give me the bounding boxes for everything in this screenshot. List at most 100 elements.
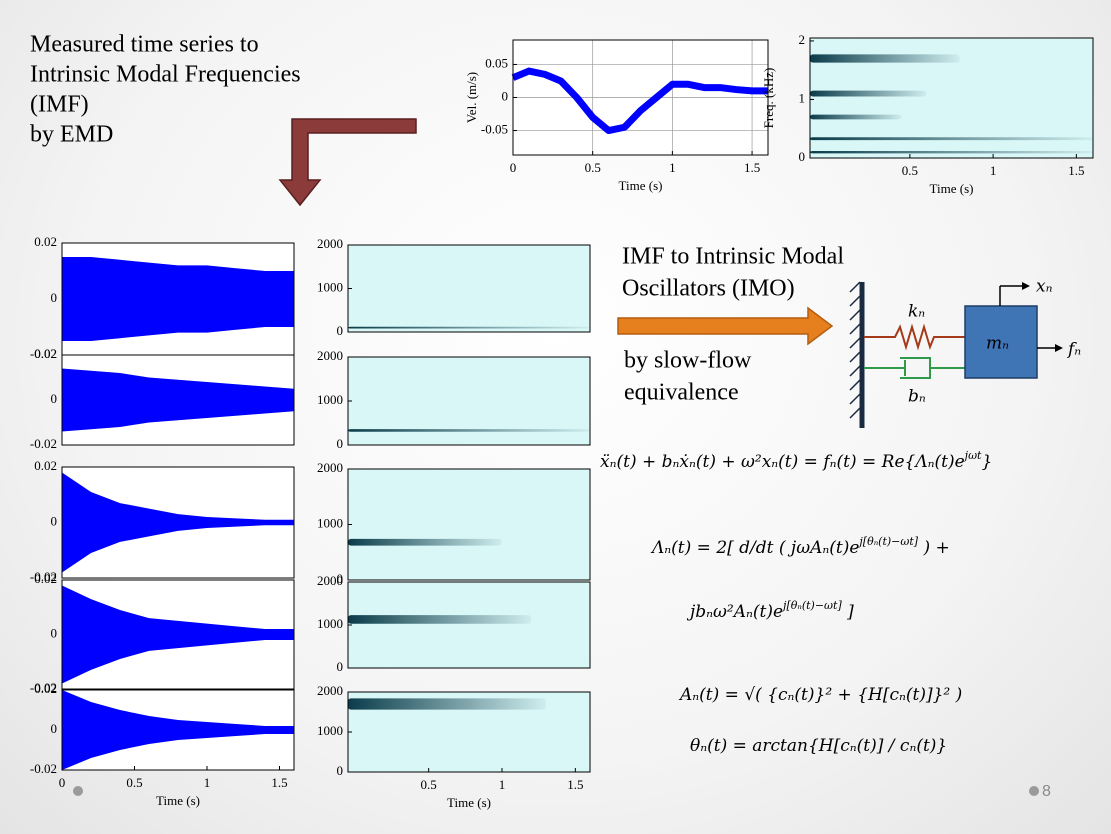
plot-frame xyxy=(61,579,295,690)
y-tick-label: -0.05 xyxy=(481,122,508,137)
signal-envelope xyxy=(62,472,294,573)
x-tick-label: 0.5 xyxy=(421,777,437,792)
plot-area xyxy=(348,469,590,580)
signal-envelope xyxy=(62,690,294,770)
arrow xyxy=(617,306,834,346)
damper-label: bₙ xyxy=(908,387,926,407)
plot-frame xyxy=(61,354,295,446)
y-tick-label: -0.02 xyxy=(30,436,57,451)
y-tick-label: 2 xyxy=(799,32,806,47)
x-tick-label: 1.5 xyxy=(271,775,287,790)
signal-envelope xyxy=(62,257,294,341)
x-tick-label: 1 xyxy=(669,160,676,175)
y-tick-label: 2000 xyxy=(317,348,343,363)
equation: ẍₙ(t) + bₙẋₙ(t) + ω²xₙ(t) = fₙ(t) = Re{Λ… xyxy=(600,449,992,472)
spring-label: kₙ xyxy=(908,302,925,322)
spectral-ridge xyxy=(810,90,927,97)
x-tick-label: 1.5 xyxy=(1068,163,1084,178)
y-tick-label: 0.02 xyxy=(34,346,57,361)
spectral-ridge xyxy=(348,538,502,546)
spectral-ridge xyxy=(348,698,546,710)
intro-line: by EMD xyxy=(30,122,113,148)
x-axis-label: Time (s) xyxy=(156,793,200,808)
x-tick-label: 1 xyxy=(204,775,211,790)
plot-frame xyxy=(347,468,591,581)
x-tick-label: 0.5 xyxy=(902,163,918,178)
y-tick-label: 0 xyxy=(337,323,344,338)
x-axis-label: Time (s) xyxy=(447,795,491,810)
equation-part: ] xyxy=(842,602,854,622)
equation: θₙ(t) = arctan{H[cₙ(t)] / cₙ(t)} xyxy=(690,736,947,756)
equation: Aₙ(t) = √( {cₙ(t)}² + {H[cₙ(t)]}² ) xyxy=(678,685,962,705)
y-tick-label: 0.02 xyxy=(34,458,57,473)
equation-part: jωt xyxy=(962,449,982,462)
equation-part: θₙ(t) = arctan{H[cₙ(t)] / cₙ(t)} xyxy=(690,736,947,756)
intro-line: Measured time series to xyxy=(30,32,259,58)
equation-part: j[θₙ(t)−ωt] xyxy=(780,599,842,612)
mass xyxy=(964,305,1038,379)
equation: Λₙ(t) = 2[ d/dt ( jωAₙ(t)ej[θₙ(t)−ωt] ) … xyxy=(650,535,950,558)
y-tick-label: 1000 xyxy=(317,515,343,530)
equation: jbₙω²Aₙ(t)ej[θₙ(t)−ωt] ] xyxy=(686,599,854,622)
displacement-label: xₙ xyxy=(1036,277,1053,297)
y-tick-label: 0 xyxy=(799,149,806,164)
y-tick-label: -0.02 xyxy=(30,569,57,584)
y-tick-label: 1 xyxy=(799,90,806,105)
mass-label: mₙ xyxy=(986,334,1009,354)
arrow-head xyxy=(1055,344,1063,352)
series-line xyxy=(511,67,768,135)
equation-part: } xyxy=(981,452,992,472)
x-tick-label: 0 xyxy=(510,160,517,175)
y-tick-label: 0 xyxy=(502,88,509,103)
spring xyxy=(864,323,965,351)
y-tick-label: 1000 xyxy=(317,616,343,631)
heading-line: Oscillators (IMO) xyxy=(622,276,795,302)
plot-frame xyxy=(347,356,591,446)
y-tick-label: -0.02 xyxy=(30,680,57,695)
y-tick-label: -0.02 xyxy=(30,346,57,361)
equation-part: ẍₙ(t) + bₙẋₙ(t) + ω²xₙ(t) = fₙ(t) = Re{Λ… xyxy=(600,452,965,472)
intro-line: Intrinsic Modal Frequencies xyxy=(30,62,301,88)
equation-part: Λₙ(t) = 2[ d/dt ( jωAₙ(t)e xyxy=(650,538,859,558)
spectral-ridge xyxy=(810,137,1093,141)
x-axis-label: Time (s) xyxy=(619,178,663,193)
y-tick-label: 1000 xyxy=(317,392,343,407)
signal-envelope xyxy=(62,585,294,684)
wall-hatch xyxy=(849,281,861,419)
x-tick-label: 0.5 xyxy=(585,160,601,175)
y-tick-label: 0.05 xyxy=(485,55,508,70)
equation-part: ) + xyxy=(918,538,950,558)
y-tick-label: 2000 xyxy=(317,460,343,475)
y-tick-label: 0.02 xyxy=(34,234,57,249)
y-tick-label: 0 xyxy=(51,391,58,406)
spectral-ridge xyxy=(810,54,960,63)
bullet-dot xyxy=(1029,786,1039,796)
equation-part: j[θₙ(t)−ωt] xyxy=(856,535,918,548)
plot-frame xyxy=(61,466,295,579)
x-tick-label: 0.5 xyxy=(126,775,142,790)
y-tick-label: 0 xyxy=(337,436,344,451)
plot-frame xyxy=(347,691,591,773)
y-tick-label: 0 xyxy=(337,659,344,674)
equation-part: Aₙ(t) = √( {cₙ(t)}² + {H[cₙ(t)]}² ) xyxy=(678,685,962,705)
x-tick-label: 1.5 xyxy=(567,777,583,792)
y-tick-label: 0 xyxy=(337,763,344,778)
plot-area xyxy=(348,245,590,332)
y-tick-label: 0.02 xyxy=(34,571,57,586)
signal-envelope xyxy=(62,368,294,432)
y-tick-label: 1000 xyxy=(317,279,343,294)
y-tick-label: 0 xyxy=(51,721,58,736)
plot-area xyxy=(348,582,590,668)
y-tick-label: -0.02 xyxy=(30,761,57,776)
y-tick-label: 0 xyxy=(51,290,58,305)
force-label: fₙ xyxy=(1066,340,1081,360)
y-tick-label: 2000 xyxy=(317,236,343,251)
y-tick-label: 2000 xyxy=(317,573,343,588)
y-tick-label: 1000 xyxy=(317,723,343,738)
equation-part: jbₙω²Aₙ(t)e xyxy=(686,602,783,622)
spectral-ridge xyxy=(348,326,590,329)
y-tick-label: 2000 xyxy=(317,683,343,698)
x-tick-label: 0 xyxy=(59,775,66,790)
subheading-line: by slow-flow xyxy=(624,348,752,374)
plot-frame xyxy=(512,39,769,156)
